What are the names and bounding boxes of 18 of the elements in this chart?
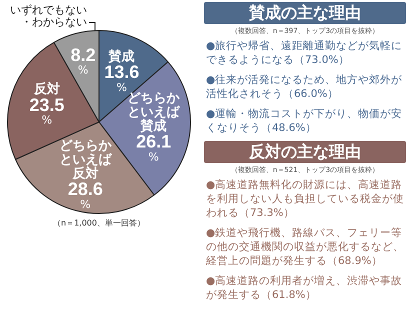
slice-label: どちらかといえば賛成 (128, 91, 181, 134)
data-label: 26.1% (136, 132, 172, 164)
data-label: 23.5% (29, 94, 64, 127)
slice-label: 賛成 (108, 48, 135, 64)
text: ●高速道路の利用者が増え、渋滞や事故が発生する（61.8%） (206, 274, 404, 302)
slice-label: いずれでもない・わからない (10, 3, 87, 28)
text: 賛成の主な理由 (204, 2, 406, 24)
text: （n＝1,000、単一回答） (53, 218, 145, 228)
data-label: 28.6% (68, 179, 103, 212)
slice-label: 反対 (32, 81, 60, 98)
text: ●旅行や帰省、遠距離通勤などが気軽にできるようになる（73.0%） (206, 39, 404, 67)
slice-label: どちらかといえば反対 (59, 138, 112, 182)
text: ●往来が活発になるため、地方や郊外が活性化されそう（66.0%） (206, 73, 404, 101)
text: ●鉄道や飛行機、路線バス、フェリー等の他の交通機関の収益が悪化するなど、経営上の問題が発生する（68.9%） (206, 226, 405, 268)
text: ●運輸・物流コストが下がり、物価が安くなりそう（48.6%） (206, 107, 404, 135)
data-label: 8.2% (70, 44, 96, 77)
text: 反対の主な理由 (204, 141, 406, 163)
text: ●高速道路無料化の財源には、高速道路を利用しない人も負担している税金が使われる（73.3%） (206, 178, 405, 220)
